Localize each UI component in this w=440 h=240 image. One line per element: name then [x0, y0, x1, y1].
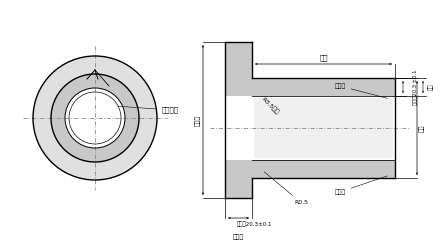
Text: R3.5以下: R3.5以下	[260, 96, 279, 116]
Bar	[225, 42, 252, 198]
Text: 内厚: 内厚	[428, 84, 433, 90]
Text: 鵅肉厚: 鵅肉厚	[233, 234, 244, 240]
Text: 合わせ目: 合わせ目	[118, 106, 179, 113]
Bar	[252, 78, 395, 178]
Text: 長さ: 長さ	[319, 54, 328, 61]
Bar	[252, 96, 395, 160]
Text: 鵅外径: 鵅外径	[195, 114, 201, 126]
Wedge shape	[51, 74, 139, 162]
Bar	[225, 96, 252, 160]
Text: 外径: 外径	[419, 124, 425, 132]
Bar	[254, 98, 393, 158]
Text: 合金厕20.3 ±0.1: 合金厕20.3 ±0.1	[413, 69, 418, 105]
Text: 内面取: 内面取	[334, 83, 387, 98]
Text: R0.5: R0.5	[264, 172, 308, 205]
Wedge shape	[33, 56, 157, 180]
Text: 外面取: 外面取	[334, 176, 387, 195]
Text: 合金厕20.3±0.1: 合金厕20.3±0.1	[237, 221, 272, 227]
